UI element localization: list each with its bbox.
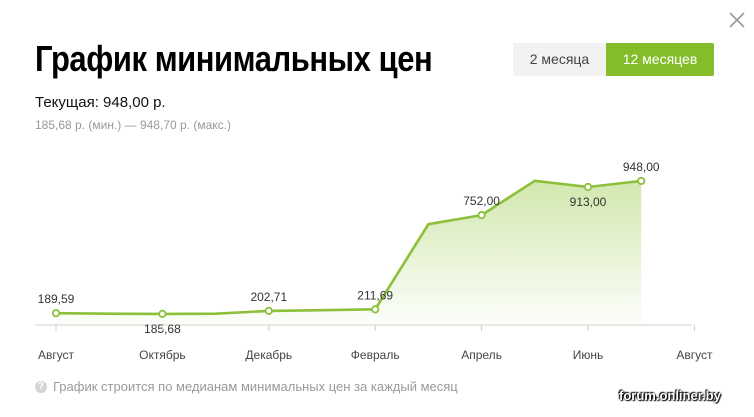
current-price: Текущая: 948,00 р. (35, 94, 166, 111)
chart-x-tick-label: Август (676, 348, 713, 362)
chart-data-label: 202,71 (250, 290, 287, 304)
watermark: forum.onliner.by (619, 388, 721, 403)
chart-point-marker (158, 309, 167, 318)
period-option-2-months[interactable]: 2 месяца (513, 43, 606, 76)
chart-point-marker (371, 305, 380, 314)
close-button[interactable] (726, 9, 748, 31)
chart-x-tick-label: Апрель (461, 348, 502, 362)
period-toggle: 2 месяца 12 месяцев (513, 43, 714, 76)
chart-data-label: 211,69 (357, 288, 393, 302)
footnote-text: График строится по медианам минимальных … (53, 379, 458, 394)
chart-data-label: 752,00 (463, 194, 500, 208)
chart-area-fill (56, 180, 642, 325)
chart-data-label: 913,00 (570, 195, 607, 209)
chart-x-tick-label: Февраль (351, 348, 400, 362)
page-title: График минимальных цен (35, 38, 433, 79)
question-icon: ? (35, 380, 47, 393)
chart-point-marker (637, 176, 646, 186)
close-icon (729, 12, 745, 28)
chart-data-label: 948,00 (623, 160, 660, 174)
chart-point-marker (477, 211, 486, 220)
chart-footnote: ? График строится по медианам минимальны… (35, 379, 458, 394)
chart-x-tick-label: Декабрь (245, 348, 292, 362)
chart-series-line (55, 179, 642, 316)
chart-x-tick-label: Август (38, 348, 75, 362)
period-option-12-months[interactable]: 12 месяцев (606, 43, 714, 76)
chart-data-label: 189,59 (38, 292, 75, 306)
chart-point-marker (583, 182, 593, 192)
chart-point-marker (264, 306, 273, 316)
chart-point-marker (51, 309, 61, 318)
price-range: 185,68 р. (мин.) — 948,70 р. (макс.) (35, 118, 231, 132)
chart-x-tick-label: Июнь (573, 348, 604, 362)
chart-x-tick-label: Октябрь (139, 348, 186, 362)
